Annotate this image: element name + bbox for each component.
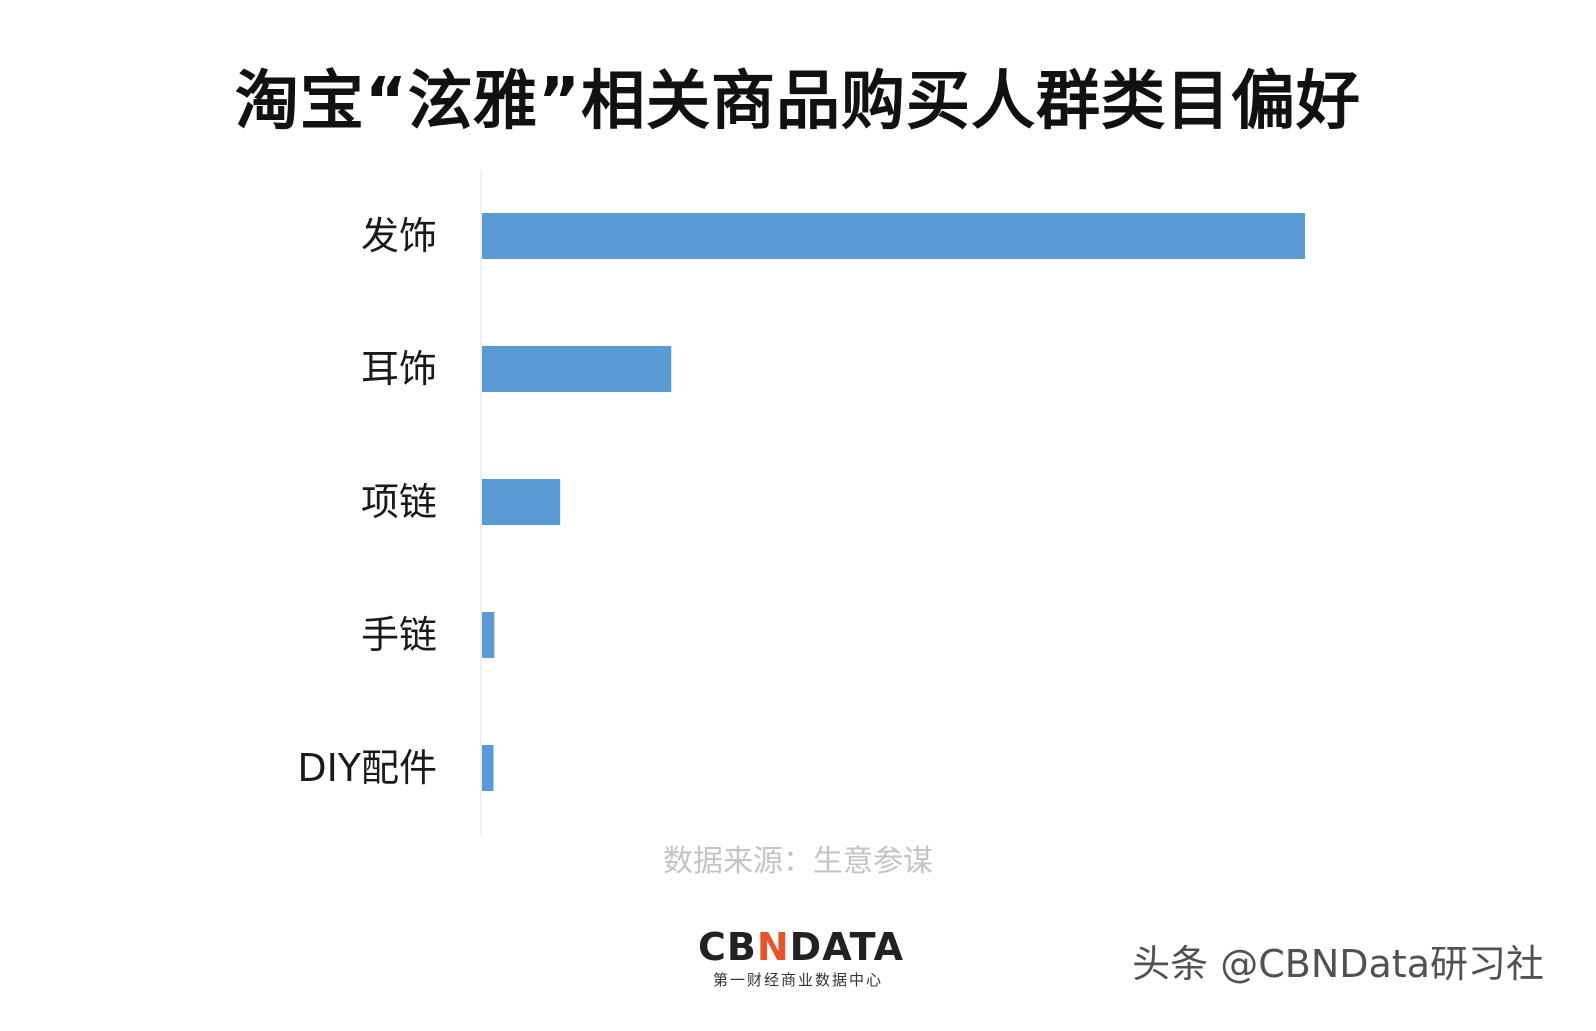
bars-group <box>482 213 1305 791</box>
brand-logo-block: CBNDATA 第一财经商业数据中心 <box>698 925 903 991</box>
category-label-0: 发饰 <box>361 214 437 258</box>
logo-prefix: CB <box>698 925 757 969</box>
bar-2 <box>482 479 561 525</box>
bar-4 <box>482 745 494 791</box>
bar-0 <box>482 213 1305 259</box>
logo-suffix: DATA <box>789 925 905 969</box>
chart-title: 淘宝“泫雅”相关商品购买人群类目偏好 <box>234 65 1362 139</box>
data-source-note: 数据来源：生意参谋 <box>663 844 933 879</box>
category-label-2: 项链 <box>361 480 437 524</box>
bar-1 <box>482 346 672 392</box>
category-label-3: 手链 <box>361 613 437 657</box>
logo-accent-letter: N <box>756 925 790 969</box>
toutiao-watermark: 头条 @CBNData研习社 <box>1132 942 1544 986</box>
brand-tagline: 第一财经商业数据中心 <box>712 971 883 989</box>
category-label-1: 耳饰 <box>361 347 437 391</box>
cbndata-logo: CBNDATA <box>698 925 903 969</box>
category-label-4: DIY配件 <box>297 746 437 790</box>
bar-3 <box>482 612 495 658</box>
